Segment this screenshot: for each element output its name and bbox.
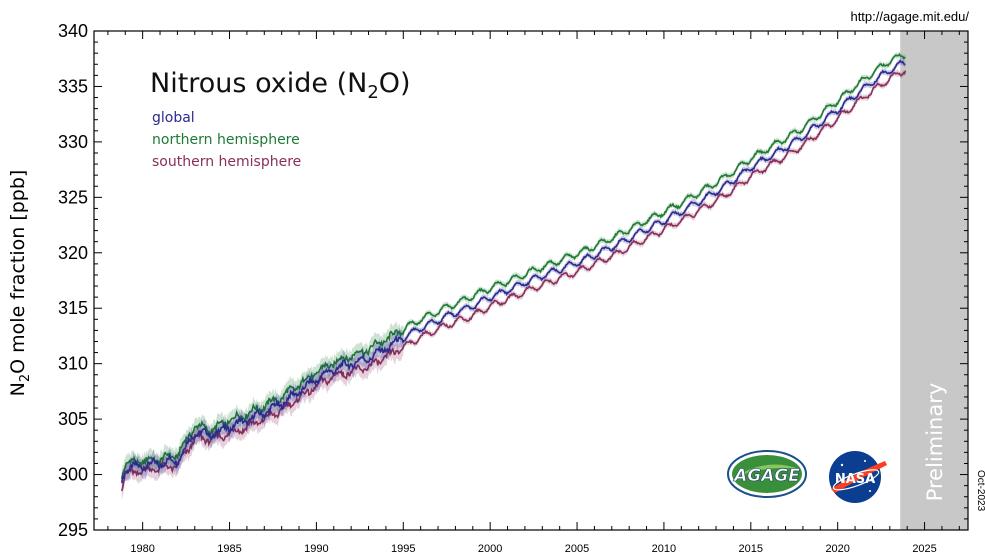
title-main: Nitrous oxide (N — [150, 68, 367, 99]
chart-title: Nitrous oxide (N2O) — [150, 68, 411, 103]
legend: global northern hemisphere southern hemisp… — [152, 110, 301, 170]
series-band-northern-hemisphere — [121, 51, 906, 488]
y-tick-label: 340 — [58, 21, 88, 41]
x-tick-label: 2000 — [478, 543, 502, 555]
x-tick-label: 2015 — [739, 543, 763, 555]
x-tick-label: 1990 — [304, 543, 328, 555]
plot-frame — [93, 30, 969, 531]
x-tick-label: 1980 — [130, 543, 154, 555]
x-tick-label: 2020 — [825, 543, 849, 555]
nasa-logo: NASA — [829, 451, 887, 503]
y-tick-labels: 295 300 305 310 315 320 325 330 335 340 — [58, 21, 88, 540]
preliminary-label: Preliminary — [923, 383, 947, 502]
agage-logo-text: AGAGE — [732, 466, 800, 486]
title-end: O) — [379, 68, 411, 99]
nasa-logo-text: NASA — [835, 472, 875, 487]
x-tick-label: 1995 — [391, 543, 415, 555]
series-line-southern-hemisphere — [121, 70, 907, 492]
y-tick-label: 335 — [58, 76, 88, 96]
title-subscript: 2 — [367, 82, 378, 103]
preliminary-band — [900, 31, 968, 530]
x-tick-label: 2025 — [912, 543, 936, 555]
y-tick-label: 310 — [58, 354, 88, 374]
series-line-global — [121, 59, 906, 484]
axis-ticks — [94, 30, 968, 531]
x-tick-label: 1985 — [217, 543, 241, 555]
y-tick-label: 315 — [58, 298, 88, 318]
date-stamp: Oct-2023 — [975, 470, 985, 512]
ylabel-subscript: 2 — [18, 374, 33, 382]
y-tick-label: 320 — [58, 243, 88, 263]
source-url: http://agage.mit.edu/ — [850, 9, 969, 24]
series-line-northern-hemisphere — [121, 53, 906, 480]
legend-item: northern hemisphere — [152, 132, 300, 148]
x-tick-label: 2005 — [565, 543, 589, 555]
legend-item: global — [152, 110, 195, 126]
ylabel-end: O mole fraction [ppb] — [7, 170, 29, 374]
y-axis-title: N2O mole fraction [ppb] — [7, 170, 33, 397]
series-layer — [121, 51, 907, 501]
x-tick-labels: 1980 1985 1990 1995 2000 2005 2010 2015 2020 2025 — [130, 543, 936, 555]
y-tick-label: 330 — [58, 132, 88, 152]
y-tick-label: 305 — [58, 409, 88, 429]
legend-item: southern hemisphere — [152, 154, 301, 170]
y-tick-label: 300 — [58, 465, 88, 485]
y-tick-label: 295 — [58, 520, 88, 540]
x-tick-label: 2010 — [652, 543, 676, 555]
ylabel-main: N — [7, 382, 29, 396]
y-tick-label: 325 — [58, 187, 88, 207]
agage-logo: AGAGE — [727, 450, 807, 498]
